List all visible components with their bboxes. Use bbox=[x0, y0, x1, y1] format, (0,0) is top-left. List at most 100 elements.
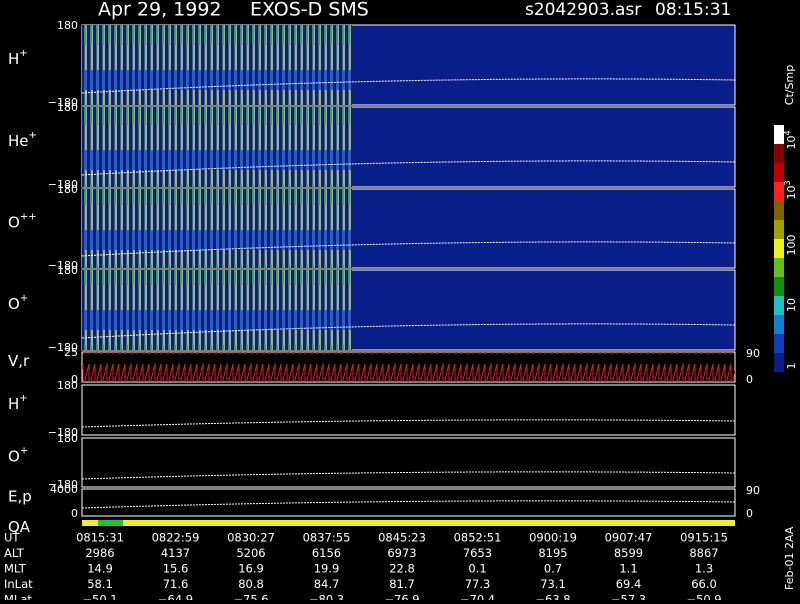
date: Apr 29, 1992 bbox=[98, 0, 222, 21]
row-label: ALT bbox=[4, 546, 25, 560]
colorbar-tick-label: 100 bbox=[785, 235, 798, 256]
cell: 66.0 bbox=[691, 577, 717, 591]
y-tick-label: 4000 bbox=[50, 483, 78, 496]
cell: 14.9 bbox=[87, 562, 113, 576]
colorbar-swatch bbox=[774, 239, 784, 258]
row-label: MLat bbox=[4, 593, 32, 601]
panel-label: He+ bbox=[8, 130, 37, 150]
panel-label-text: O bbox=[8, 447, 20, 465]
time: 08:15:31 bbox=[655, 0, 731, 20]
panel-label-sup: + bbox=[29, 130, 37, 141]
cell: 1.1 bbox=[619, 562, 637, 576]
cell: 77.3 bbox=[465, 577, 491, 591]
cell: 58.1 bbox=[87, 577, 113, 591]
cell: 8599 bbox=[614, 546, 643, 560]
colorbar-tick-sup: 3 bbox=[783, 180, 792, 185]
cell: 6156 bbox=[312, 546, 341, 560]
panel-label-text: He bbox=[8, 132, 29, 150]
row-label: UT bbox=[4, 531, 20, 545]
panel-label-text: QA bbox=[8, 518, 31, 536]
cell: 1.3 bbox=[695, 562, 713, 576]
y-tick-label: −180 bbox=[48, 478, 78, 491]
colorbar-swatch bbox=[774, 334, 784, 353]
cell: −80.3 bbox=[309, 593, 344, 601]
spectrogram-texture bbox=[82, 189, 352, 268]
cell: 0.7 bbox=[544, 562, 562, 576]
panel-label: O+ bbox=[8, 293, 28, 313]
cell: 6973 bbox=[387, 546, 416, 560]
colorbar-swatch bbox=[774, 277, 784, 296]
panel bbox=[81, 437, 736, 488]
cell: 80.8 bbox=[238, 577, 264, 591]
colorbar-tick-sup: 4 bbox=[783, 130, 792, 135]
colorbar-swatch bbox=[774, 144, 784, 163]
cell: 0815:31 bbox=[76, 531, 124, 545]
cell: 19.9 bbox=[314, 562, 340, 576]
y-tick-label: 180 bbox=[57, 19, 78, 32]
panel-label: O+ bbox=[8, 446, 28, 466]
panel-label-text: E,p bbox=[8, 487, 32, 505]
panel-label: H+ bbox=[8, 393, 28, 413]
trace bbox=[81, 160, 736, 176]
colorbar-tick-base: 100 bbox=[785, 235, 798, 256]
colorbar-swatch bbox=[774, 125, 784, 144]
colorbar-tick-base: 10 bbox=[785, 298, 798, 312]
cell: 0852:51 bbox=[454, 531, 502, 545]
y-tick-label: 0 bbox=[71, 373, 78, 386]
cell: 0.1 bbox=[468, 562, 486, 576]
cell: 16.9 bbox=[238, 562, 264, 576]
panel-label-text: H bbox=[8, 395, 19, 413]
panel-label-text: H bbox=[8, 50, 19, 68]
cell: 84.7 bbox=[314, 577, 340, 591]
y-tick-label: −180 bbox=[48, 341, 78, 354]
row-label: MLT bbox=[4, 562, 27, 576]
panel-label: O++ bbox=[8, 212, 37, 232]
panels: H+180−180He+180−180O++180−180O+180−180V,… bbox=[8, 19, 760, 536]
panel-label-text: V,r bbox=[8, 352, 30, 370]
colorbar-swatch bbox=[774, 258, 784, 277]
trace bbox=[81, 78, 736, 94]
cell: 7653 bbox=[463, 546, 492, 560]
table: UT 0815:31 0822:59 0830:27 0837:55 0845:23 085… bbox=[4, 531, 728, 604]
y-tick-label: 180 bbox=[57, 183, 78, 196]
cell: 5206 bbox=[236, 546, 265, 560]
panel-label: QA bbox=[8, 518, 31, 536]
cell: 0822:59 bbox=[152, 531, 200, 545]
colorbar-swatch bbox=[774, 201, 784, 220]
panel-label-sup: + bbox=[20, 293, 28, 304]
y-tick-label: 180 bbox=[57, 264, 78, 277]
row-label: InLat bbox=[4, 577, 33, 591]
cell: −70.4 bbox=[460, 593, 495, 601]
spectrogram-texture bbox=[82, 107, 352, 187]
colorbar-label: Ct/Smp bbox=[783, 65, 796, 105]
panel-label: V,r bbox=[8, 352, 30, 370]
cell: 8867 bbox=[689, 546, 718, 560]
cell: 0845:23 bbox=[378, 531, 426, 545]
panel bbox=[81, 488, 736, 517]
cell: 73.1 bbox=[540, 577, 566, 591]
colorbar-swatch bbox=[774, 220, 784, 239]
spectrogram-texture bbox=[82, 270, 352, 350]
y-tick-label: 0 bbox=[71, 507, 78, 520]
colorbar-tick-label: 104 bbox=[783, 130, 799, 149]
trace bbox=[81, 323, 736, 339]
cell: 0837:55 bbox=[303, 531, 351, 545]
y-tick-label: −180 bbox=[48, 426, 78, 439]
cell: −76.9 bbox=[384, 593, 419, 601]
colorbar-tick-label: 10 bbox=[785, 298, 798, 312]
velocity-trace bbox=[82, 352, 735, 382]
trace bbox=[81, 419, 736, 428]
y-tick-label: 180 bbox=[57, 432, 78, 445]
colorbar-swatch bbox=[774, 315, 784, 334]
panel-label-text: O bbox=[8, 295, 20, 313]
cell: 81.7 bbox=[389, 577, 415, 591]
panel bbox=[81, 384, 736, 436]
y-tick-label: −180 bbox=[48, 96, 78, 109]
cell: −75.6 bbox=[233, 593, 268, 601]
y2-tick-label: 0 bbox=[746, 373, 753, 386]
cell: 4137 bbox=[161, 546, 190, 560]
panel-label-sup: ++ bbox=[20, 212, 37, 223]
cell: 71.6 bbox=[163, 577, 189, 591]
